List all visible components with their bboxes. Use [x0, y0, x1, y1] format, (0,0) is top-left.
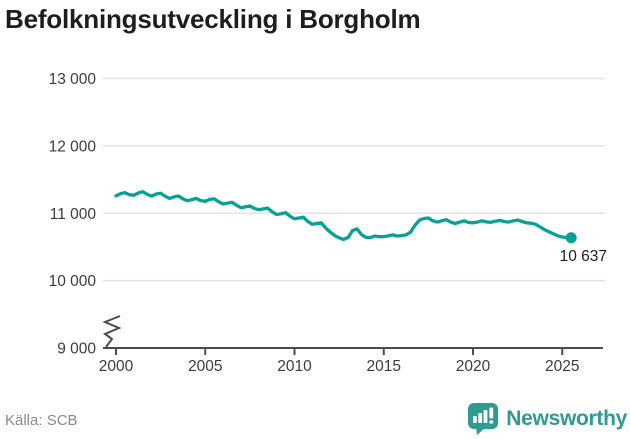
y-axis-tick-label: 9 000 — [57, 341, 96, 358]
x-axis-tick-label: 2005 — [188, 358, 222, 375]
newsworthy-logo[interactable]: Newsworthy — [467, 402, 627, 436]
axis-break-icon — [102, 315, 122, 348]
source-label: Källa: SCB — [5, 412, 78, 429]
y-axis-tick-label: 10 000 — [49, 273, 97, 290]
population-series-line — [114, 190, 573, 242]
brand-name: Newsworthy — [506, 407, 627, 430]
y-axis-tick-label: 13 000 — [49, 71, 97, 88]
last-point-marker — [565, 232, 577, 244]
x-axis-tick-label: 2015 — [367, 358, 401, 375]
x-axis-tick-label: 2020 — [456, 358, 491, 375]
x-axis-tick-label: 2010 — [277, 358, 312, 375]
page-title: Befolkningsutveckling i Borgholm — [5, 4, 421, 34]
y-axis-tick-label: 12 000 — [49, 138, 97, 155]
newsworthy-speech-bubble-bar-chart-icon — [468, 403, 499, 435]
y-axis-tick-label: 11 000 — [50, 206, 97, 223]
x-axis-tick-label: 2025 — [545, 358, 579, 375]
last-value-label: 10 637 — [560, 248, 607, 265]
x-axis-tick-label: 2000 — [99, 358, 134, 375]
